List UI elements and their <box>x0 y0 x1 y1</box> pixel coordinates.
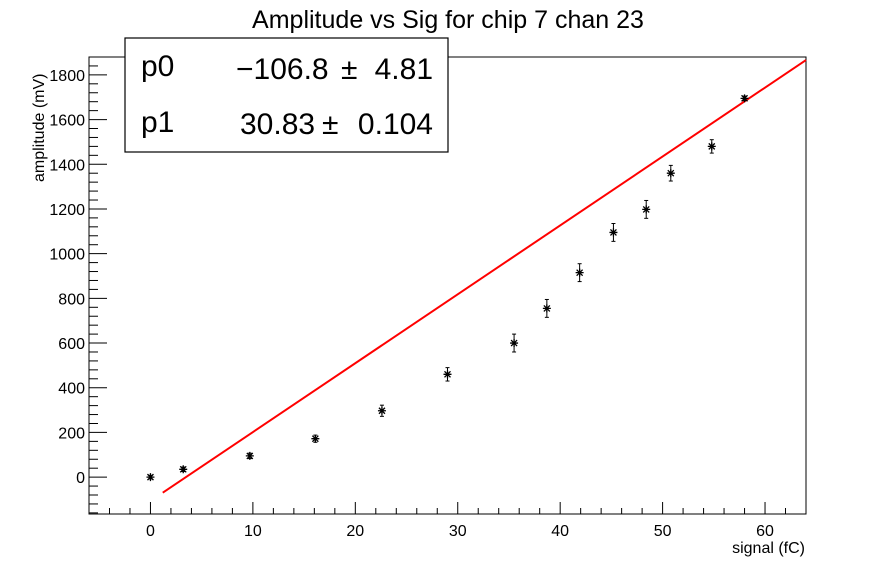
x-tick-label: 60 <box>756 523 774 540</box>
x-axis-title: signal (fC) <box>732 540 805 557</box>
point-marker <box>146 473 155 482</box>
point-marker <box>311 434 320 443</box>
x-tick-label: 20 <box>346 523 364 540</box>
y-tick-label: 1800 <box>49 68 85 85</box>
data-point <box>245 451 254 460</box>
x-tick-label: 10 <box>244 523 262 540</box>
x-tick-label: 0 <box>146 523 155 540</box>
stat-p1-value: 30.83 <box>240 108 315 141</box>
point-marker <box>707 142 716 151</box>
point-marker <box>179 465 188 474</box>
point-marker <box>245 451 254 460</box>
y-tick-label: 200 <box>58 425 85 442</box>
point-marker <box>377 406 386 415</box>
data-point <box>707 139 716 154</box>
point-marker <box>510 339 519 348</box>
data-points <box>146 94 749 482</box>
y-tick-label: 1400 <box>49 157 85 174</box>
stat-p0-error: 4.81 <box>375 53 433 86</box>
stat-p1-label: p1 <box>141 106 174 139</box>
y-tick-label: 1000 <box>49 247 85 264</box>
data-point <box>179 465 188 474</box>
data-point <box>377 404 386 417</box>
stat-p1-error: 0.104 <box>358 108 433 141</box>
data-point <box>666 164 675 182</box>
stat-p0-pm: ± <box>341 53 357 86</box>
data-point <box>146 473 155 482</box>
stat-p0-value: −106.8 <box>236 53 329 86</box>
y-tick-label: 600 <box>58 336 85 353</box>
chart-title: Amplitude vs Sig for chip 7 chan 23 <box>252 6 644 34</box>
fit-line <box>162 59 807 494</box>
fit-line-segment <box>162 59 807 494</box>
data-point <box>575 263 584 283</box>
data-point <box>740 94 749 103</box>
data-point <box>642 199 651 219</box>
x-tick-label: 40 <box>551 523 569 540</box>
stat-p0-label: p0 <box>141 50 174 83</box>
data-point <box>311 434 320 443</box>
y-tick-label: 1600 <box>49 113 85 130</box>
point-marker <box>740 94 749 103</box>
data-point <box>510 333 519 353</box>
x-tick-label: 30 <box>449 523 467 540</box>
x-tick-label: 50 <box>654 523 672 540</box>
point-marker <box>666 169 675 178</box>
data-point <box>609 222 618 242</box>
fit-stats-box: p0 −106.8 ± 4.81 p1 30.83 ± 0.104 <box>124 37 449 153</box>
point-marker <box>642 205 651 214</box>
point-marker <box>443 370 452 379</box>
data-point <box>542 298 551 318</box>
y-tick-label: 400 <box>58 381 85 398</box>
data-point <box>443 367 452 382</box>
y-axis-title: amplitude (mV) <box>31 74 48 182</box>
point-marker <box>609 228 618 237</box>
point-marker <box>542 304 551 313</box>
y-tick-label: 800 <box>58 291 85 308</box>
stat-p1-pm: ± <box>322 108 338 141</box>
y-tick-label: 1200 <box>49 202 85 219</box>
y-tick-label: 0 <box>76 470 85 487</box>
axis-ticks: 0 10 20 30 40 50 60020040060080010001200140016… <box>49 56 807 540</box>
point-marker <box>575 268 584 277</box>
